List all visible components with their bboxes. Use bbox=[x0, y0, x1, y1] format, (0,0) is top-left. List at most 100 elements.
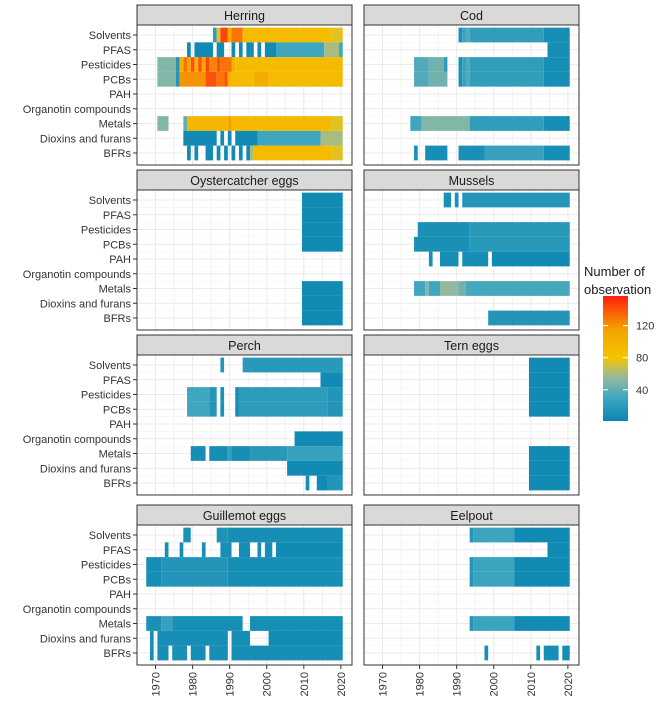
heatmap-tile bbox=[187, 116, 228, 131]
y-tick-label: Pesticides bbox=[81, 390, 132, 402]
heatmap-tile bbox=[216, 57, 221, 72]
y-tick-label: Metals bbox=[99, 119, 132, 131]
heatmap-tile bbox=[488, 310, 570, 326]
heatmap-tile bbox=[246, 145, 251, 161]
heatmap-tile bbox=[439, 281, 459, 296]
y-tick-label: PCBs bbox=[103, 574, 132, 586]
heatmap-tile bbox=[183, 116, 188, 131]
heatmap-tile bbox=[179, 542, 184, 558]
facet-title: Cod bbox=[460, 9, 483, 23]
heatmap-tile bbox=[414, 71, 429, 87]
heatmap-tile bbox=[562, 645, 570, 661]
facet-title: Oystercatcher eggs bbox=[190, 174, 298, 188]
heatmap-tile bbox=[491, 251, 570, 267]
y-tick-label: Solvents bbox=[89, 530, 132, 542]
heatmap-tile bbox=[301, 207, 343, 223]
y-tick-label: Metals bbox=[99, 284, 132, 296]
heatmap-tile bbox=[458, 281, 466, 296]
heatmap-tile bbox=[469, 571, 474, 587]
heatmap-tile bbox=[462, 71, 466, 87]
heatmap-tile bbox=[276, 42, 325, 58]
heatmap-tile bbox=[514, 557, 570, 572]
heatmap-tile bbox=[462, 57, 466, 72]
panel-border bbox=[363, 24, 580, 166]
heatmap-tile bbox=[190, 446, 206, 461]
heatmap-tile bbox=[469, 557, 474, 572]
color-legend: Number of observation 40 80 120 bbox=[584, 264, 654, 421]
heatmap-tile bbox=[157, 645, 169, 661]
heatmap-tile bbox=[428, 57, 444, 72]
heatmap-tile bbox=[469, 222, 570, 237]
heatmap-tile bbox=[458, 27, 463, 43]
heatmap-tile bbox=[301, 192, 343, 208]
x-tick-label: 1990 bbox=[225, 672, 237, 696]
heatmap-tile bbox=[514, 527, 570, 543]
heatmap-tile bbox=[172, 645, 188, 661]
heatmap-tile bbox=[543, 27, 570, 43]
heatmap-tile bbox=[238, 42, 243, 58]
heatmap-tile bbox=[543, 145, 570, 161]
heatmap-tile bbox=[465, 27, 470, 43]
heatmap-tile bbox=[305, 475, 310, 491]
heatmap-tile bbox=[250, 446, 288, 461]
heatmap-tile bbox=[327, 475, 343, 491]
heatmap-tile bbox=[543, 116, 570, 131]
heatmap-tile bbox=[339, 42, 343, 58]
heatmap-tile bbox=[469, 71, 544, 87]
heatmap-tile bbox=[462, 27, 466, 43]
heatmap-tile bbox=[149, 630, 154, 646]
y-tick-label: Solvents bbox=[89, 195, 132, 207]
y-tick-label: Dioxins and furans bbox=[40, 633, 132, 645]
heatmap-tile bbox=[231, 645, 343, 661]
legend-tick-label: 40 bbox=[636, 385, 648, 397]
heatmap-tile bbox=[331, 27, 343, 43]
heatmap-tile bbox=[231, 446, 251, 461]
heatmap-tile bbox=[528, 401, 570, 417]
heatmap-tile bbox=[414, 236, 470, 252]
heatmap-tile bbox=[428, 281, 440, 296]
heatmap-tile bbox=[469, 527, 474, 543]
heatmap-tile bbox=[231, 27, 243, 43]
heatmap-tile bbox=[146, 557, 162, 572]
heatmap-tile bbox=[410, 116, 422, 131]
heatmap-tile bbox=[301, 222, 343, 237]
heatmap-tile bbox=[157, 57, 176, 72]
facet-title: Guillemot eggs bbox=[203, 509, 286, 523]
legend-title-line1: Number of bbox=[584, 264, 645, 279]
heatmap-tile bbox=[462, 251, 489, 267]
heatmap-tile bbox=[205, 145, 213, 161]
y-tick-label: Organotin compounds bbox=[23, 434, 132, 446]
facet-panel-oystercatcher-eggs: Oystercatcher eggs Solvents PFAS Pesticides… bbox=[23, 169, 353, 331]
heatmap-tile bbox=[227, 116, 232, 131]
heatmap-tile bbox=[216, 71, 225, 87]
heatmap-tile bbox=[146, 571, 162, 587]
heatmap-tile bbox=[257, 542, 262, 558]
y-tick-label: PCBs bbox=[103, 404, 132, 416]
heatmap-tile bbox=[454, 192, 459, 208]
heatmap-tile bbox=[235, 387, 239, 402]
heatmap-tile bbox=[161, 571, 228, 587]
heatmap-tile bbox=[216, 145, 221, 161]
heatmap-tile bbox=[484, 645, 489, 661]
heatmap-tile bbox=[528, 460, 570, 476]
x-tick-label: 2010 bbox=[299, 672, 311, 696]
y-tick-label: PFAS bbox=[103, 545, 131, 557]
heatmap-tile bbox=[209, 446, 228, 461]
y-tick-label: Metals bbox=[99, 619, 132, 631]
heatmap-tile bbox=[294, 431, 343, 447]
heatmap-tile bbox=[227, 27, 232, 43]
heatmap-tile bbox=[316, 475, 328, 491]
heatmap-tile bbox=[514, 571, 570, 587]
y-tick-label: BFRs bbox=[104, 478, 132, 490]
heatmap-tile bbox=[268, 71, 343, 87]
heatmap-tile bbox=[209, 645, 228, 661]
heatmap-tile bbox=[469, 236, 570, 252]
heatmap-tile bbox=[209, 387, 217, 402]
heatmap-tile bbox=[414, 281, 426, 296]
y-tick-label: PFAS bbox=[103, 375, 131, 387]
heatmap-tile bbox=[231, 71, 254, 87]
heatmap-tile bbox=[187, 42, 191, 58]
heatmap-tile bbox=[179, 57, 184, 72]
heatmap-tile bbox=[250, 616, 343, 631]
heatmap-tile bbox=[264, 42, 277, 58]
